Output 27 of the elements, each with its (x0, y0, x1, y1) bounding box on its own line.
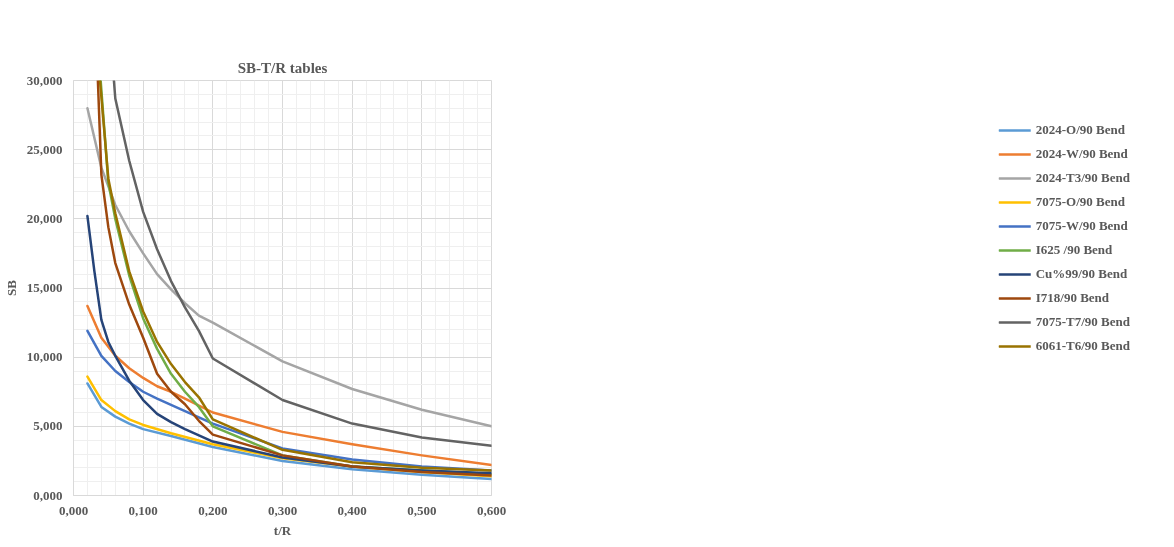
x-tick-label: 0,400 (337, 502, 367, 518)
y-tick-label: 30,000 (26, 72, 63, 88)
x-tick-label: 0,000 (58, 502, 89, 518)
legend-label: 2024-T3/90 Bend (1035, 170, 1130, 186)
legend-label: 6061-T6/90 Bend (1035, 338, 1130, 354)
x-tick-label: 0,300 (267, 502, 298, 518)
legend-label: I625 /90 Bend (1035, 242, 1113, 258)
legend-label: I718/90 Bend (1035, 290, 1110, 306)
x-axis-title: t/R (273, 522, 292, 538)
y-tick-label: 10,000 (26, 349, 63, 365)
legend-label: Cu%99/90 Bend (1035, 266, 1128, 282)
y-tick-label: 5,000 (33, 418, 63, 434)
x-tick-label: 0,100 (128, 502, 158, 518)
legend-label: 2024-O/90 Bend (1035, 122, 1125, 138)
chart-title: SB-T/R tables (237, 59, 328, 76)
x-tick-label: 0,500 (407, 502, 437, 518)
y-tick-label: 25,000 (26, 141, 63, 157)
legend-label: 7075-T7/90 Bend (1035, 314, 1130, 330)
y-tick-label: 0,000 (33, 487, 63, 503)
y-axis-title: SB (3, 279, 19, 296)
y-tick-label: 20,000 (26, 210, 63, 226)
x-tick-label: 0,600 (476, 502, 507, 518)
legend-label: 2024-W/90 Bend (1035, 146, 1128, 162)
legend-label: 7075-W/90 Bend (1035, 218, 1128, 234)
y-tick-label: 15,000 (26, 280, 63, 295)
x-tick-label: 0,200 (198, 502, 228, 518)
legend-label: 7075-O/90 Bend (1035, 194, 1125, 210)
